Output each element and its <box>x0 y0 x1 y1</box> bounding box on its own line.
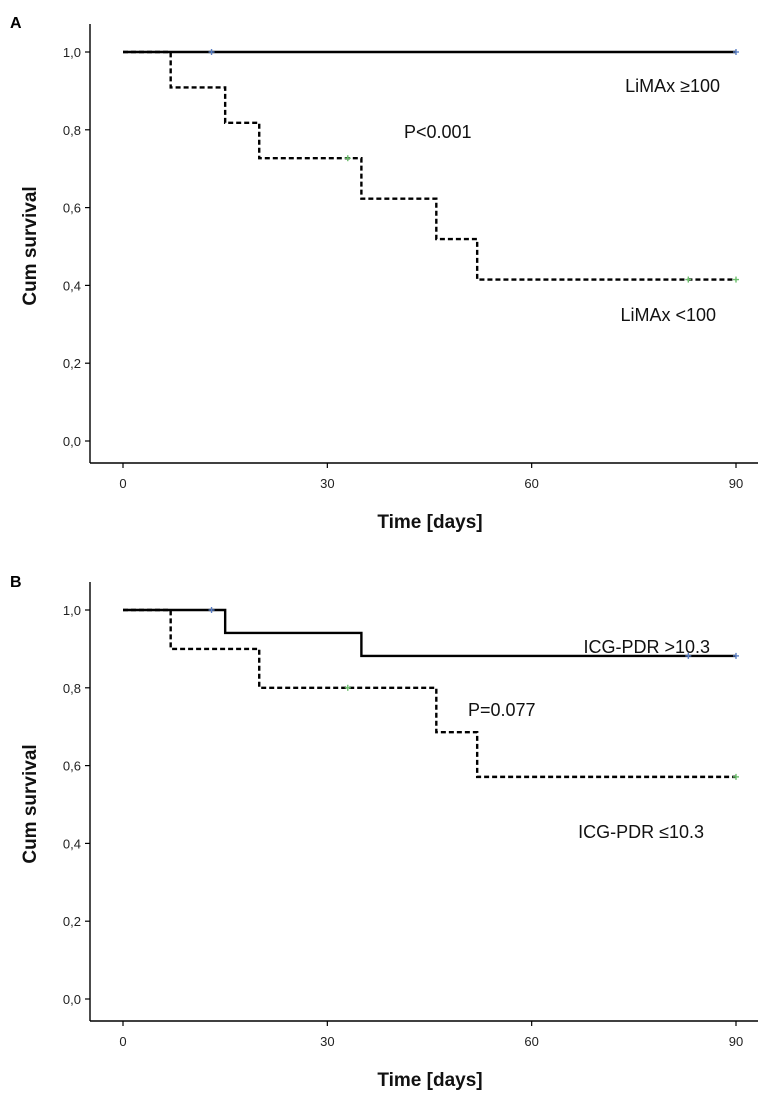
y-tick-label: 0,4 <box>63 836 81 851</box>
axes-a <box>89 24 758 464</box>
y-axis-title-b: Cum survival <box>20 744 41 863</box>
x-tick-label: 0 <box>119 476 126 491</box>
y-tick-label: 1,0 <box>63 45 81 60</box>
ticks-b: 0,0 0,2 0,4 0,6 0,8 1,0 0 30 60 90 <box>63 603 743 1049</box>
y-tick-label: 0,8 <box>63 681 81 696</box>
x-tick-label: 60 <box>524 1034 538 1049</box>
y-tick-label: 0,8 <box>63 123 81 138</box>
y-tick-label: 0,6 <box>63 201 81 216</box>
panel-a: A 0,00,20,40,60,81,00 30 60 90 Time [days] … <box>10 15 758 533</box>
panel-letter-b: B <box>10 574 22 591</box>
x-tick-label: 30 <box>320 1034 334 1049</box>
y-tick-label: 1,0 <box>63 603 81 618</box>
ticks-a: 0,0 0,2 0,4 0,6 0,8 1,0 0 30 60 90 <box>63 45 743 491</box>
x-tick-label: 90 <box>729 476 743 491</box>
y-tick-label: 0,0 <box>63 992 81 1007</box>
x-axis-title-a: Time [days] <box>377 512 482 533</box>
y-tick-label: 0,4 <box>63 278 81 293</box>
survival-curve-solid <box>123 608 736 658</box>
x-tick-label: 60 <box>524 476 538 491</box>
y-tick-label: 0,6 <box>63 759 81 774</box>
survival-curve-dashed <box>123 50 736 281</box>
y-tick-label: 0,0 <box>63 434 81 449</box>
y-axis-title-a: Cum survival <box>20 186 41 305</box>
series-label-limax-high: LiMAx ≥100 <box>625 76 720 96</box>
x-tick-label: 90 <box>729 1034 743 1049</box>
p-value-a: P<0.001 <box>404 122 472 142</box>
p-value-b: P=0.077 <box>468 700 536 720</box>
y-tick-label: 0,2 <box>63 356 81 371</box>
y-tick-label: 0,2 <box>63 914 81 929</box>
survival-curve-dashed <box>123 608 736 779</box>
panel-b: B 0,00,20,40,60,81,00 30 60 90 Time [days] … <box>10 574 758 1091</box>
x-axis-title-b: Time [days] <box>377 1070 482 1091</box>
series-layer-b <box>123 607 739 780</box>
series-label-icg-high: ICG-PDR >10.3 <box>583 637 710 657</box>
panel-letter-a: A <box>10 15 22 32</box>
series-layer-a <box>123 49 739 283</box>
x-tick-label: 30 <box>320 476 334 491</box>
series-label-icg-low: ICG-PDR ≤10.3 <box>578 822 704 842</box>
series-label-limax-low: LiMAx <100 <box>620 305 716 325</box>
x-tick-label: 0 <box>119 1034 126 1049</box>
axes-b <box>89 582 758 1022</box>
